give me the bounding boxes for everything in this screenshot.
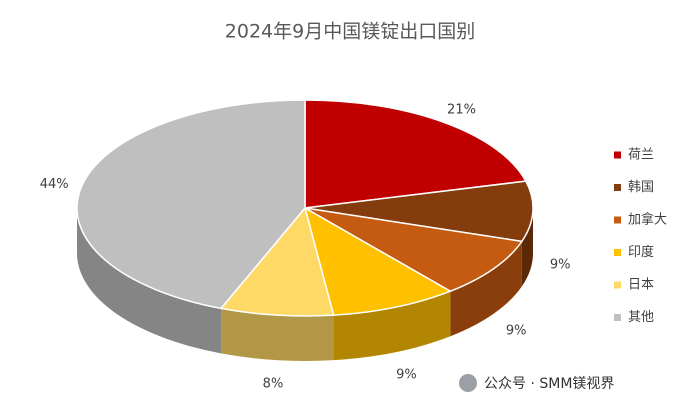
data-label: 44% (40, 177, 69, 192)
data-label: 9% (550, 257, 571, 272)
slice-side-shade (333, 291, 451, 361)
data-label: 9% (506, 323, 527, 338)
legend-label: 加拿大 (628, 212, 667, 228)
footer: 公众号 · SMM镁视界 (484, 376, 614, 392)
legend-swatch (614, 281, 621, 289)
slice (219, 206, 335, 317)
legend-swatch (614, 184, 621, 191)
legend-label: 日本 (628, 278, 654, 293)
slice-side-shade (450, 241, 522, 337)
slice (303, 206, 453, 316)
data-label: 8% (263, 377, 284, 392)
legend-swatch (614, 314, 621, 321)
legend-label: 其他 (628, 310, 654, 325)
slice (304, 180, 534, 243)
slice-side-shade (221, 308, 334, 361)
legend-swatch (614, 216, 621, 224)
data-label: 9% (396, 367, 417, 382)
legend-label: 印度 (628, 244, 654, 260)
legend-swatch (614, 249, 621, 256)
footer-icon (459, 374, 477, 392)
slice-side (333, 291, 451, 361)
slice-side-shade (77, 208, 222, 354)
legend-label: 韩国 (628, 180, 654, 195)
slice (304, 99, 528, 209)
slice-side (221, 308, 334, 361)
chart-title: 2024年9月中国镁锭出口国别 (225, 21, 475, 43)
slice-side (521, 208, 533, 287)
legend-swatch (614, 151, 621, 159)
slice (304, 207, 524, 293)
slice-side-shade (521, 208, 533, 287)
data-label: 21% (447, 102, 476, 117)
slice-side (77, 208, 222, 354)
slice (76, 99, 306, 310)
legend-label: 荷兰 (628, 148, 654, 163)
slice-side (450, 241, 522, 337)
